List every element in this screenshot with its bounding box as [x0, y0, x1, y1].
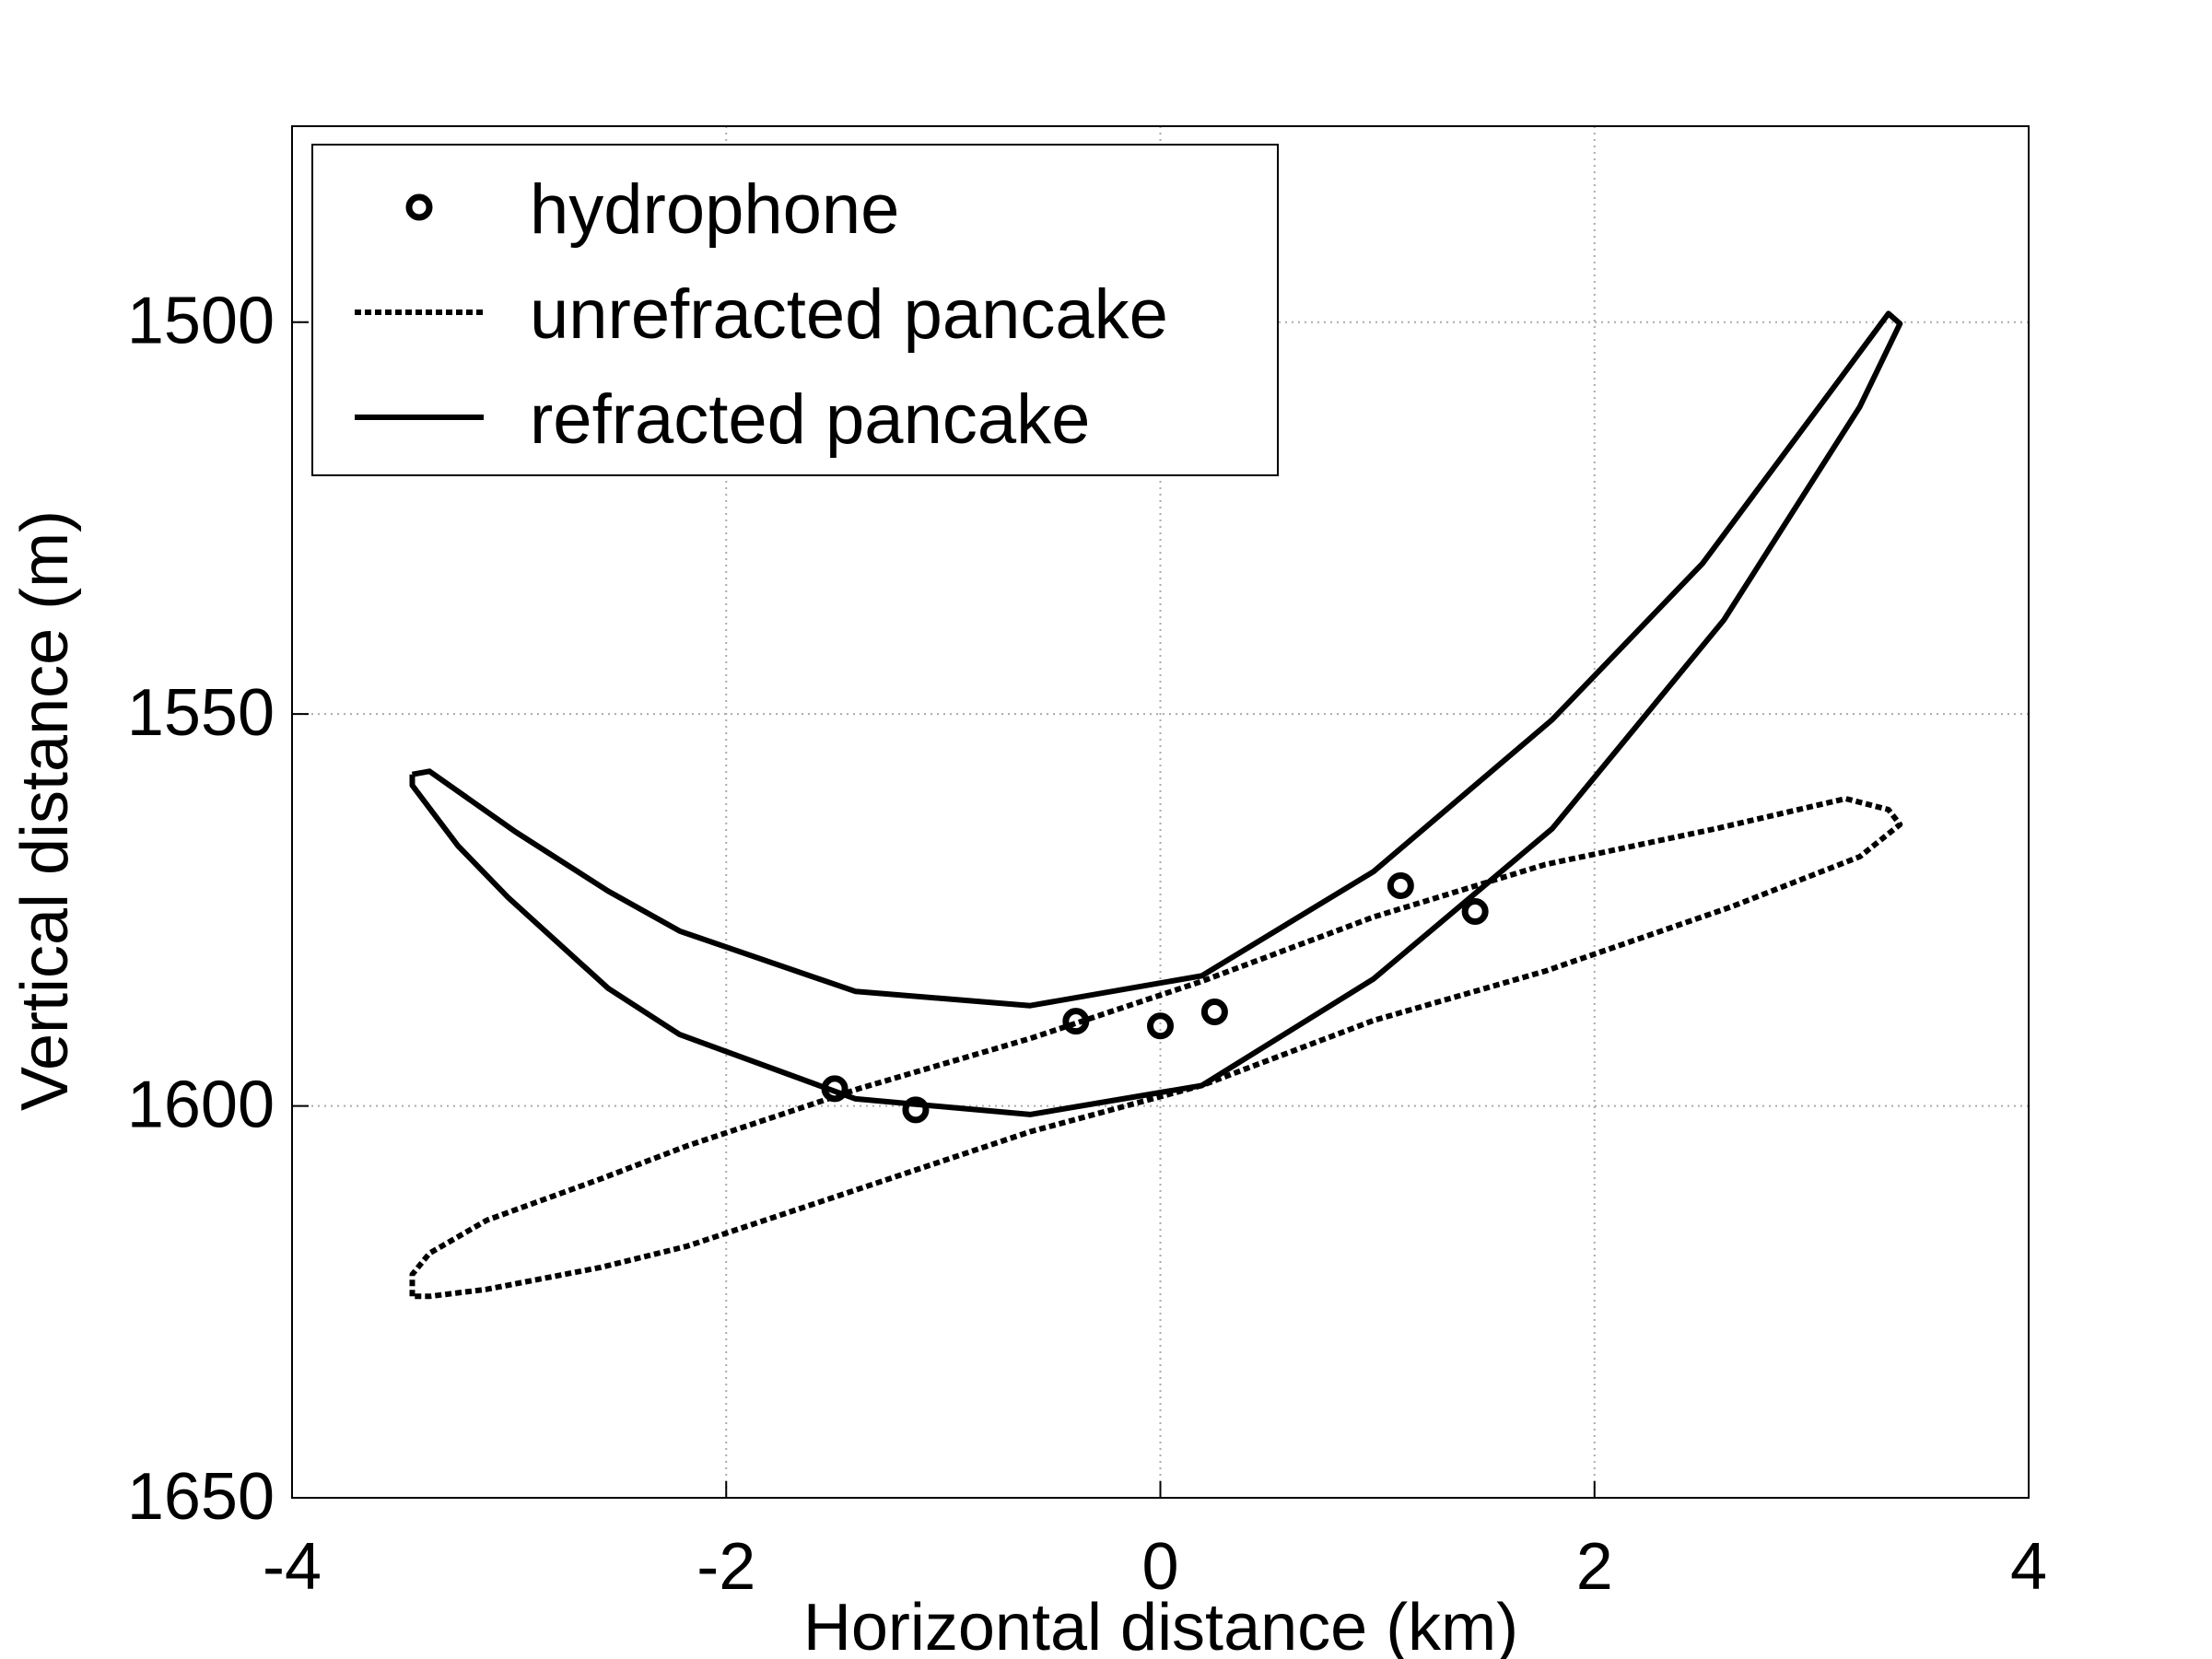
y-tick-label: 1650: [127, 1460, 275, 1534]
legend-label: unrefracted pancake: [530, 275, 1168, 354]
legend-label: hydrophone: [530, 170, 899, 249]
legend-box: [311, 144, 1279, 476]
y-tick-label: 1600: [127, 1069, 275, 1142]
plot-frame: [291, 125, 2030, 1499]
legend-marker: [405, 193, 433, 221]
hydrophone-marker: [1062, 1008, 1090, 1035]
y-tick-label: 1500: [127, 285, 275, 358]
hydrophone-marker: [1200, 998, 1228, 1025]
x-tick-label: 2: [1576, 1530, 1613, 1604]
hydrophone-marker: [1387, 871, 1414, 899]
hydrophone-marker: [902, 1096, 930, 1124]
x-tick-label: 4: [2010, 1530, 2047, 1604]
x-tick-label: 0: [1141, 1530, 1178, 1604]
y-axis-label: Vertical distance (m): [8, 510, 82, 1111]
hydrophone-marker: [1461, 898, 1489, 926]
series-line: [409, 796, 1903, 1300]
hydrophone-marker: [1147, 1012, 1174, 1040]
series-line: [409, 310, 1903, 1117]
x-axis-label: Horizontal distance (km): [803, 1591, 1518, 1659]
y-tick-label: 1550: [127, 676, 275, 750]
x-tick-label: -4: [263, 1530, 322, 1604]
x-tick-label: -2: [696, 1530, 755, 1604]
legend-label: refracted pancake: [530, 380, 1090, 459]
